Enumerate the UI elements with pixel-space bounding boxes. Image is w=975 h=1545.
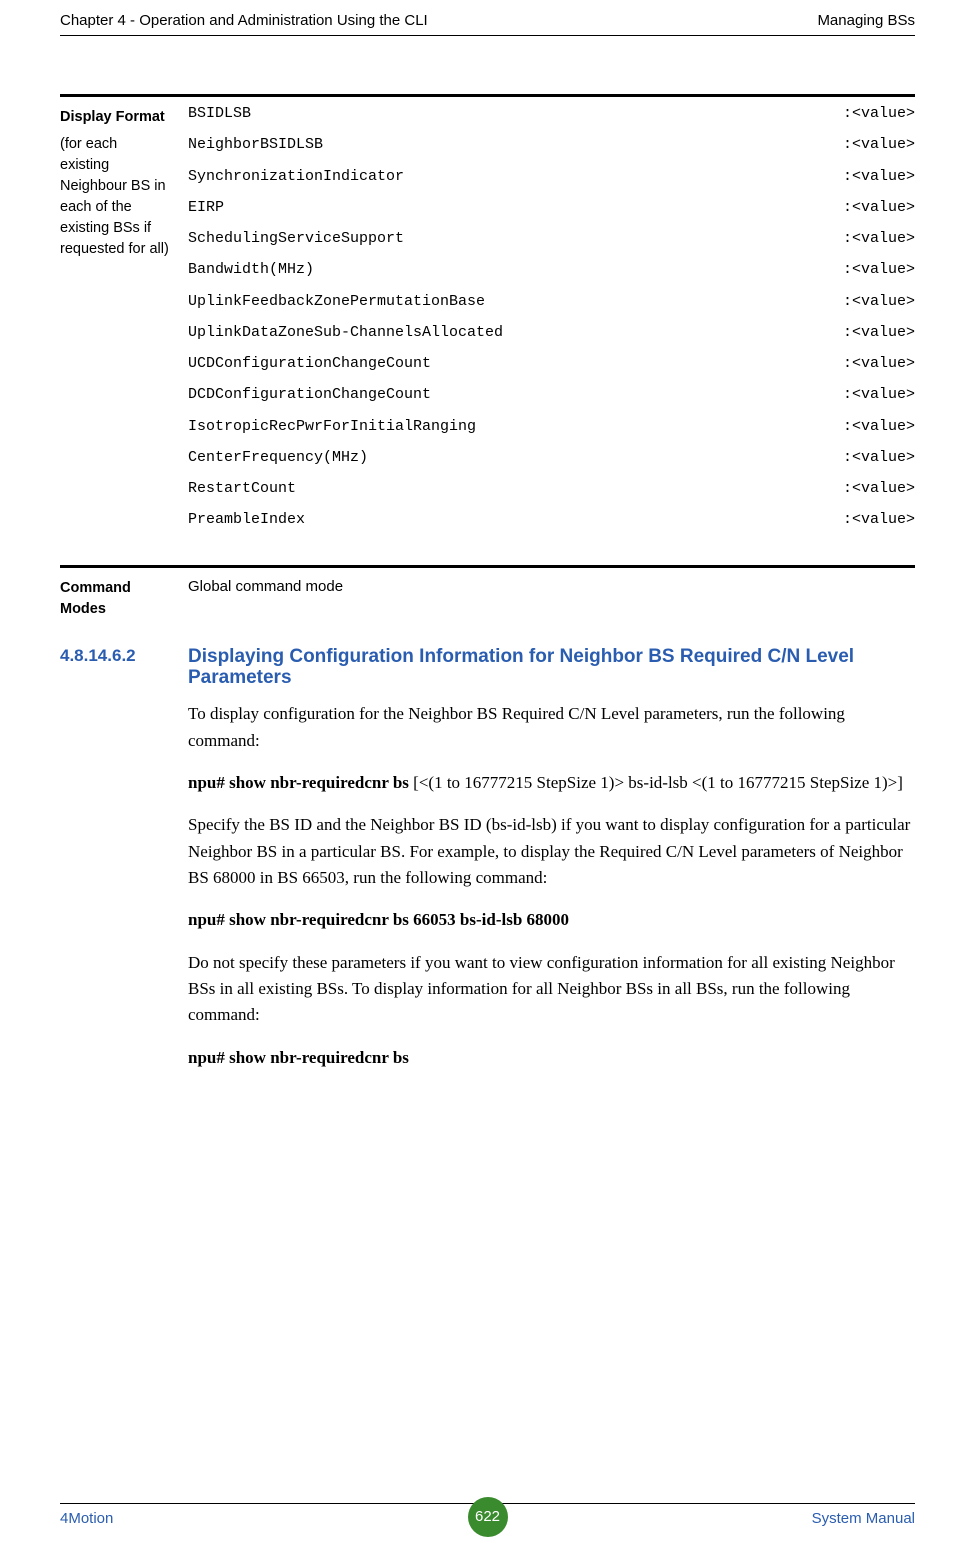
- page-header: Chapter 4 - Operation and Administration…: [60, 0, 915, 36]
- param-val: :<value>: [843, 105, 915, 122]
- section-heading: 4.8.14.6.2 Displaying Configuration Info…: [60, 646, 915, 690]
- paragraph: Do not specify these parameters if you w…: [188, 950, 915, 1029]
- param-val: :<value>: [843, 136, 915, 153]
- param-key: UCDConfigurationChangeCount: [188, 355, 431, 372]
- param-key: CenterFrequency(MHz): [188, 449, 368, 466]
- param-val: :<value>: [843, 418, 915, 435]
- param-row: DCDConfigurationChangeCount :<value>: [188, 386, 915, 403]
- command-line: npu# show nbr-requiredcnr bs: [188, 1045, 915, 1071]
- param-val: :<value>: [843, 199, 915, 216]
- section-number-col: 4.8.14.6.2: [60, 646, 188, 690]
- param-row: UplinkFeedbackZonePermutationBase :<value…: [188, 293, 915, 310]
- param-key: EIRP: [188, 199, 224, 216]
- header-right: Managing BSs: [817, 12, 915, 29]
- command-args: [<(1 to 16777215 StepSize 1)> bs-id-lsb …: [409, 773, 903, 792]
- param-val: :<value>: [843, 480, 915, 497]
- param-val: :<value>: [843, 261, 915, 278]
- param-row: EIRP :<value>: [188, 199, 915, 216]
- command-bold: npu# show nbr-requiredcnr bs: [188, 773, 409, 792]
- param-val: :<value>: [843, 293, 915, 310]
- param-row: RestartCount :<value>: [188, 480, 915, 497]
- display-format-values: BSIDLSB:<value> NeighborBSIDLSB:<value> …: [170, 105, 915, 543]
- param-key: RestartCount: [188, 480, 296, 497]
- page: Chapter 4 - Operation and Administration…: [0, 0, 975, 1545]
- param-key: UplinkFeedbackZonePermutationBase: [188, 293, 485, 310]
- footer-right: System Manual: [812, 1510, 915, 1527]
- page-number-badge: 622: [468, 1497, 508, 1537]
- param-key: IsotropicRecPwrForInitialRanging: [188, 418, 476, 435]
- param-row: IsotropicRecPwrForInitialRanging :<value>: [188, 418, 915, 435]
- param-val: :<value>: [843, 355, 915, 372]
- param-val: :<value>: [843, 511, 915, 528]
- param-row: NeighborBSIDLSB :<value>: [188, 136, 915, 153]
- command-modes-label-col: Command Modes: [60, 576, 170, 620]
- section-title-col: Displaying Configuration Information for…: [188, 646, 915, 690]
- command-modes-block: Command Modes Global command mode: [60, 565, 915, 620]
- display-format-label: Display Format: [60, 107, 170, 128]
- display-format-block: Display Format (for each existing Neighb…: [60, 94, 915, 543]
- param-key: UplinkDataZoneSub-ChannelsAllocated: [188, 324, 503, 341]
- param-key: PreambleIndex: [188, 511, 305, 528]
- content-area: Display Format (for each existing Neighb…: [60, 36, 915, 1071]
- param-row: PreambleIndex :<value>: [188, 511, 915, 528]
- param-val: :<value>: [843, 386, 915, 403]
- param-val: :<value>: [843, 230, 915, 247]
- param-val: :<value>: [843, 324, 915, 341]
- param-val: :<value>: [843, 449, 915, 466]
- param-row: BSIDLSB :<value>: [188, 105, 915, 122]
- page-footer: 4Motion 622 System Manual: [60, 1503, 915, 1527]
- param-key: DCDConfigurationChangeCount: [188, 386, 431, 403]
- command-line: npu# show nbr-requiredcnr bs [<(1 to 167…: [188, 770, 915, 796]
- param-row: UplinkDataZoneSub-ChannelsAllocated :<val…: [188, 324, 915, 341]
- param-key: SynchronizationIndicator: [188, 168, 404, 185]
- section-number: 4.8.14.6.2: [60, 646, 136, 665]
- footer-left: 4Motion: [60, 1510, 113, 1527]
- param-row: SchedulingServiceSupport :<value>: [188, 230, 915, 247]
- paragraph: Specify the BS ID and the Neighbor BS ID…: [188, 812, 915, 891]
- display-format-label-col: Display Format (for each existing Neighb…: [60, 105, 170, 543]
- param-key: NeighborBSIDLSB: [188, 136, 323, 153]
- param-key: Bandwidth(MHz): [188, 261, 314, 278]
- section-body: To display configuration for the Neighbo…: [188, 701, 915, 1071]
- section-title: Displaying Configuration Information for…: [188, 646, 915, 690]
- header-left: Chapter 4 - Operation and Administration…: [60, 12, 428, 29]
- param-row: SynchronizationIndicator :<value>: [188, 168, 915, 185]
- footer-center: 622: [468, 1501, 508, 1537]
- param-row: CenterFrequency(MHz) :<value>: [188, 449, 915, 466]
- paragraph: To display configuration for the Neighbo…: [188, 701, 915, 754]
- param-key: BSIDLSB: [188, 105, 251, 122]
- command-modes-label: Command Modes: [60, 578, 170, 620]
- param-row: Bandwidth(MHz) :<value>: [188, 261, 915, 278]
- command-line: npu# show nbr-requiredcnr bs 66053 bs-id…: [188, 907, 915, 933]
- param-key: SchedulingServiceSupport: [188, 230, 404, 247]
- display-format-sublabel: (for each existing Neighbour BS in each …: [60, 134, 170, 260]
- param-val: :<value>: [843, 168, 915, 185]
- command-modes-value: Global command mode: [170, 576, 915, 620]
- param-row: UCDConfigurationChangeCount :<value>: [188, 355, 915, 372]
